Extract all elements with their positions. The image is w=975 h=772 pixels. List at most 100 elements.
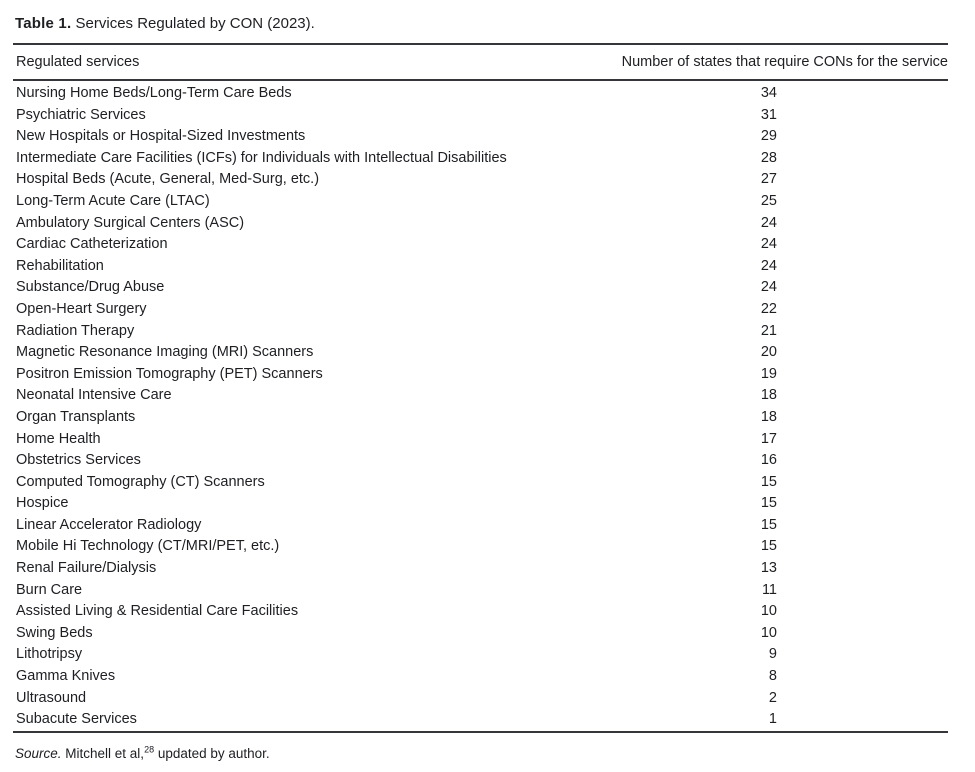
table-row: Burn Care 11 xyxy=(13,580,948,602)
table-title: Table 1. Services Regulated by CON (2023… xyxy=(13,14,948,34)
service-name: Magnetic Resonance Imaging (MRI) Scanner… xyxy=(16,344,314,361)
state-count: 25 xyxy=(760,192,777,209)
service-name: Radiation Therapy xyxy=(16,322,135,339)
service-name: Linear Accelerator Radiology xyxy=(16,516,202,533)
state-count: 28 xyxy=(760,149,777,166)
table-header-rule xyxy=(13,79,948,81)
service-name: Swing Beds xyxy=(16,624,93,641)
state-count: 27 xyxy=(760,171,777,188)
state-count: 15 xyxy=(760,516,777,533)
state-count: 24 xyxy=(760,214,777,231)
table-row: Positron Emission Tomography (PET) Scann… xyxy=(13,364,948,386)
state-count: 18 xyxy=(760,387,777,404)
service-name: Lithotripsy xyxy=(16,646,83,663)
table-row: Computed Tomography (CT) Scanners 15 xyxy=(13,472,948,494)
state-count: 2 xyxy=(768,689,777,706)
service-name: Mobile Hi Technology (CT/MRI/PET, etc.) xyxy=(16,538,280,555)
table-row: Home Health 17 xyxy=(13,429,948,451)
table-title-text: Services Regulated by CON (2023). xyxy=(75,15,315,32)
service-name: Hospital Beds (Acute, General, Med-Surg,… xyxy=(16,171,320,188)
table-row: New Hospitals or Hospital-Sized Investme… xyxy=(13,126,948,148)
service-name: Obstetrics Services xyxy=(16,452,141,469)
table-row: Substance/Drug Abuse 24 xyxy=(13,277,948,299)
table-row: Radiation Therapy 21 xyxy=(13,321,948,343)
table-header-row: Regulated services Number of states that… xyxy=(13,45,948,79)
state-count: 13 xyxy=(760,560,777,577)
service-name: Computed Tomography (CT) Scanners xyxy=(16,473,265,490)
service-name: Gamma Knives xyxy=(16,668,116,685)
state-count: 15 xyxy=(760,473,777,490)
service-name: New Hospitals or Hospital-Sized Investme… xyxy=(16,128,306,145)
service-name: Substance/Drug Abuse xyxy=(16,279,165,296)
table-row: Neonatal Intensive Care 18 xyxy=(13,385,948,407)
service-name: Nursing Home Beds/Long-Term Care Beds xyxy=(16,85,292,101)
table-row: Open-Heart Surgery 22 xyxy=(13,299,948,321)
state-count: 10 xyxy=(760,603,777,620)
state-count: 21 xyxy=(760,322,777,339)
service-name: Ultrasound xyxy=(16,689,87,706)
service-name: Neonatal Intensive Care xyxy=(16,387,172,404)
table-row: Obstetrics Services 16 xyxy=(13,450,948,472)
table-row: Intermediate Care Facilities (ICFs) for … xyxy=(13,148,948,170)
service-name: Intermediate Care Facilities (ICFs) for … xyxy=(16,149,507,166)
state-count: 31 xyxy=(760,106,777,123)
service-name: Home Health xyxy=(16,430,101,447)
source-reference-superscript: 28 xyxy=(144,744,155,755)
table-row: Subacute Services 1 xyxy=(13,709,948,731)
table-source-note: Source. Mitchell et al,28 updated by aut… xyxy=(13,744,948,762)
state-count: 29 xyxy=(760,128,777,145)
table-row: Long-Term Acute Care (LTAC) 25 xyxy=(13,191,948,213)
table-row: Renal Failure/Dialysis 13 xyxy=(13,558,948,580)
state-count: 1 xyxy=(768,711,777,728)
state-count: 18 xyxy=(760,408,777,425)
state-count: 17 xyxy=(760,430,777,447)
state-count: 15 xyxy=(760,538,777,555)
table-row: Assisted Living & Residential Care Facil… xyxy=(13,601,948,623)
state-count: 11 xyxy=(761,581,777,598)
table-bottom-rule xyxy=(13,731,948,733)
table-row: Hospital Beds (Acute, General, Med-Surg,… xyxy=(13,169,948,191)
table-row: Linear Accelerator Radiology 15 xyxy=(13,515,948,537)
service-name: Open-Heart Surgery xyxy=(16,300,147,317)
table-row: Ultrasound 2 xyxy=(13,688,948,710)
table-title-label: Table 1. xyxy=(15,15,72,32)
service-name: Burn Care xyxy=(16,581,83,598)
state-count: 24 xyxy=(760,257,777,274)
state-count: 15 xyxy=(760,495,777,512)
table-row: Lithotripsy 9 xyxy=(13,644,948,666)
table-row: Rehabilitation 24 xyxy=(13,256,948,278)
service-name: Long-Term Acute Care (LTAC) xyxy=(16,192,210,209)
service-name: Rehabilitation xyxy=(16,257,104,274)
table-row: Psychiatric Services 31 xyxy=(13,105,948,127)
state-count: 34 xyxy=(760,85,777,101)
service-name: Positron Emission Tomography (PET) Scann… xyxy=(16,365,323,382)
table-row: Cardiac Catheterization 24 xyxy=(13,234,948,256)
service-name: Ambulatory Surgical Centers (ASC) xyxy=(16,214,245,231)
table-row: Magnetic Resonance Imaging (MRI) Scanner… xyxy=(13,342,948,364)
service-name: Subacute Services xyxy=(16,711,137,728)
state-count: 19 xyxy=(760,365,777,382)
state-count: 24 xyxy=(760,279,777,296)
table-row: Ambulatory Surgical Centers (ASC) 24 xyxy=(13,213,948,235)
service-name: Cardiac Catheterization xyxy=(16,236,168,253)
source-citation: Mitchell et al, xyxy=(61,746,145,761)
state-count: 10 xyxy=(760,624,777,641)
table-row: Swing Beds 10 xyxy=(13,623,948,645)
state-count: 16 xyxy=(760,452,777,469)
service-name: Renal Failure/Dialysis xyxy=(16,560,157,577)
source-label: Source. xyxy=(15,746,62,761)
state-count: 8 xyxy=(768,668,777,685)
table-row: Gamma Knives 8 xyxy=(13,666,948,688)
column-header-regulated-services: Regulated services xyxy=(16,54,140,70)
service-name: Assisted Living & Residential Care Facil… xyxy=(16,603,299,620)
service-name: Psychiatric Services xyxy=(16,106,146,123)
table-row: Mobile Hi Technology (CT/MRI/PET, etc.) 1… xyxy=(13,536,948,558)
service-name: Organ Transplants xyxy=(16,408,136,425)
state-count: 20 xyxy=(760,344,777,361)
table-row: Hospice 15 xyxy=(13,493,948,515)
column-header-number-of-states: Number of states that require CONs for t… xyxy=(621,54,948,70)
state-count: 24 xyxy=(760,236,777,253)
state-count: 22 xyxy=(760,300,777,317)
table-row: Nursing Home Beds/Long-Term Care Beds 34 xyxy=(13,83,948,105)
table-top-rule xyxy=(13,43,948,45)
